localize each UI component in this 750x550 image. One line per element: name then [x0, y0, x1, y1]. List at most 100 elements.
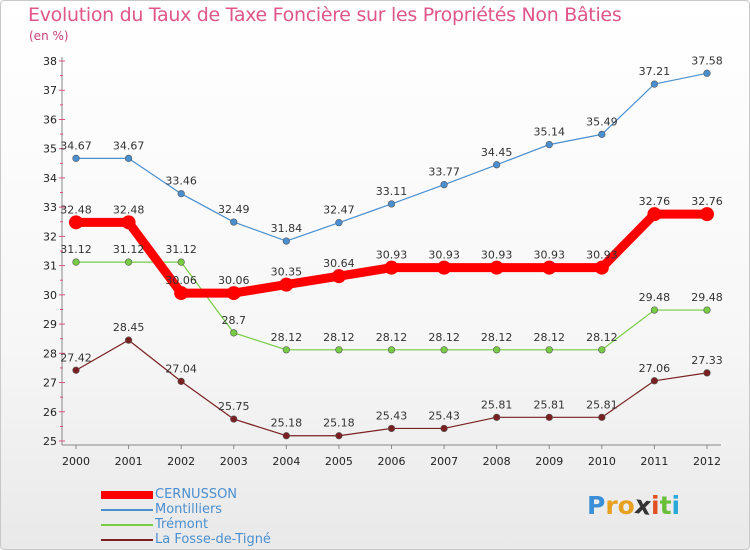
data-label: 30.06 — [218, 274, 250, 287]
data-label: 27.06 — [639, 362, 671, 375]
axes: 25 26 27 28 29 30 31 32 33 34 35 36 37 38 2000 2001 2002… — [43, 55, 721, 468]
series-la-fosse-de-tign- — [72, 336, 711, 440]
data-point — [650, 306, 659, 314]
data-point — [230, 329, 238, 337]
data-point — [282, 432, 290, 440]
data-label: 29.48 — [639, 291, 671, 304]
data-point — [124, 258, 133, 266]
y-tick-label: 33 — [43, 201, 57, 214]
x-tick-label: 2008 — [483, 455, 511, 468]
legend-label: Trémont — [155, 517, 209, 532]
y-tick-label: 30 — [43, 289, 57, 302]
data-label: 25.81 — [586, 398, 618, 411]
data-point — [230, 218, 238, 226]
data-label: 30.93 — [428, 249, 460, 262]
data-point — [387, 424, 396, 433]
data-point — [124, 336, 133, 344]
x-tick-label: 2011 — [640, 455, 668, 468]
data-point — [545, 346, 553, 354]
data-label: 31.12 — [165, 243, 197, 256]
series-layer — [69, 69, 714, 440]
data-point — [440, 346, 448, 354]
x-tick-label: 2001 — [115, 455, 143, 468]
data-point — [545, 141, 553, 149]
data-point — [545, 413, 553, 421]
y-tick-label: 35 — [43, 143, 57, 156]
data-label: 30.64 — [323, 257, 355, 270]
data-point — [489, 260, 504, 275]
data-point — [437, 260, 452, 275]
x-tick-label: 2005 — [325, 455, 353, 468]
data-label: 31.12 — [60, 243, 92, 256]
data-label: 32.76 — [639, 195, 671, 208]
series-line — [75, 72, 708, 242]
data-label: 28.7 — [222, 314, 247, 327]
data-label: 34.45 — [481, 146, 513, 159]
data-label: 30.93 — [376, 249, 408, 262]
data-label: 25.81 — [481, 398, 513, 411]
data-label: 29.48 — [691, 291, 723, 304]
legend-swatch — [101, 491, 153, 499]
x-tick-label: 2003 — [220, 455, 248, 468]
data-point — [703, 69, 711, 77]
y-tick-label: 38 — [43, 55, 57, 68]
data-label: 31.12 — [113, 243, 145, 256]
data-point — [331, 269, 346, 284]
logo-letter: o — [617, 491, 635, 520]
data-label: 28.12 — [586, 331, 618, 344]
logo-letter: P — [587, 491, 606, 520]
data-point — [72, 366, 80, 374]
x-tick-label: 2007 — [430, 455, 458, 468]
data-point — [177, 258, 185, 266]
series-montilliers — [72, 69, 711, 245]
data-point — [335, 432, 343, 440]
data-label: 30.35 — [271, 266, 303, 279]
data-point — [493, 413, 501, 421]
proxiti-logo: Proxiti — [587, 490, 680, 521]
data-point — [493, 346, 501, 354]
data-label: 33.77 — [428, 166, 460, 179]
logo-letter: i — [651, 491, 660, 520]
data-label: 28.12 — [428, 331, 460, 344]
data-point — [282, 346, 290, 354]
data-point — [598, 130, 606, 138]
data-label: 25.43 — [428, 409, 460, 422]
y-tick-label: 25 — [43, 435, 57, 448]
data-point — [650, 80, 659, 88]
legend-swatch — [101, 509, 153, 511]
data-point — [647, 207, 662, 222]
x-tick-label: 2004 — [272, 455, 300, 468]
data-point — [440, 181, 448, 189]
data-label: 27.04 — [165, 362, 197, 375]
data-label: 28.12 — [376, 331, 408, 344]
data-point — [387, 200, 396, 208]
data-label: 25.18 — [323, 417, 355, 430]
data-point — [335, 346, 343, 354]
data-label: 25.75 — [218, 400, 250, 413]
data-point — [72, 258, 80, 266]
data-point — [177, 190, 185, 198]
y-tick-label: 32 — [43, 230, 57, 243]
data-labels-layer: 32.48 32.48 30.06 30.06 30.35 30.64 30.93 30.93… — [60, 54, 723, 429]
data-label: 37.58 — [691, 54, 723, 67]
data-point — [124, 154, 133, 162]
data-label: 27.33 — [691, 354, 723, 367]
data-label: 32.49 — [218, 203, 250, 216]
data-label: 25.81 — [534, 398, 566, 411]
y-unit-label: (en %) — [29, 29, 69, 43]
logo-letter: x — [632, 490, 653, 521]
data-label: 28.12 — [481, 331, 513, 344]
data-point — [279, 277, 294, 292]
y-tick-label: 31 — [43, 260, 57, 273]
data-label: 30.06 — [165, 274, 197, 287]
data-point — [440, 424, 448, 433]
data-point — [226, 286, 241, 301]
logo-letter: t — [659, 491, 672, 520]
y-tick-label: 26 — [43, 406, 57, 419]
logo-letter: r — [605, 491, 618, 520]
data-point — [384, 260, 399, 275]
series-cernusson — [69, 207, 714, 301]
data-label: 28.12 — [271, 331, 303, 344]
